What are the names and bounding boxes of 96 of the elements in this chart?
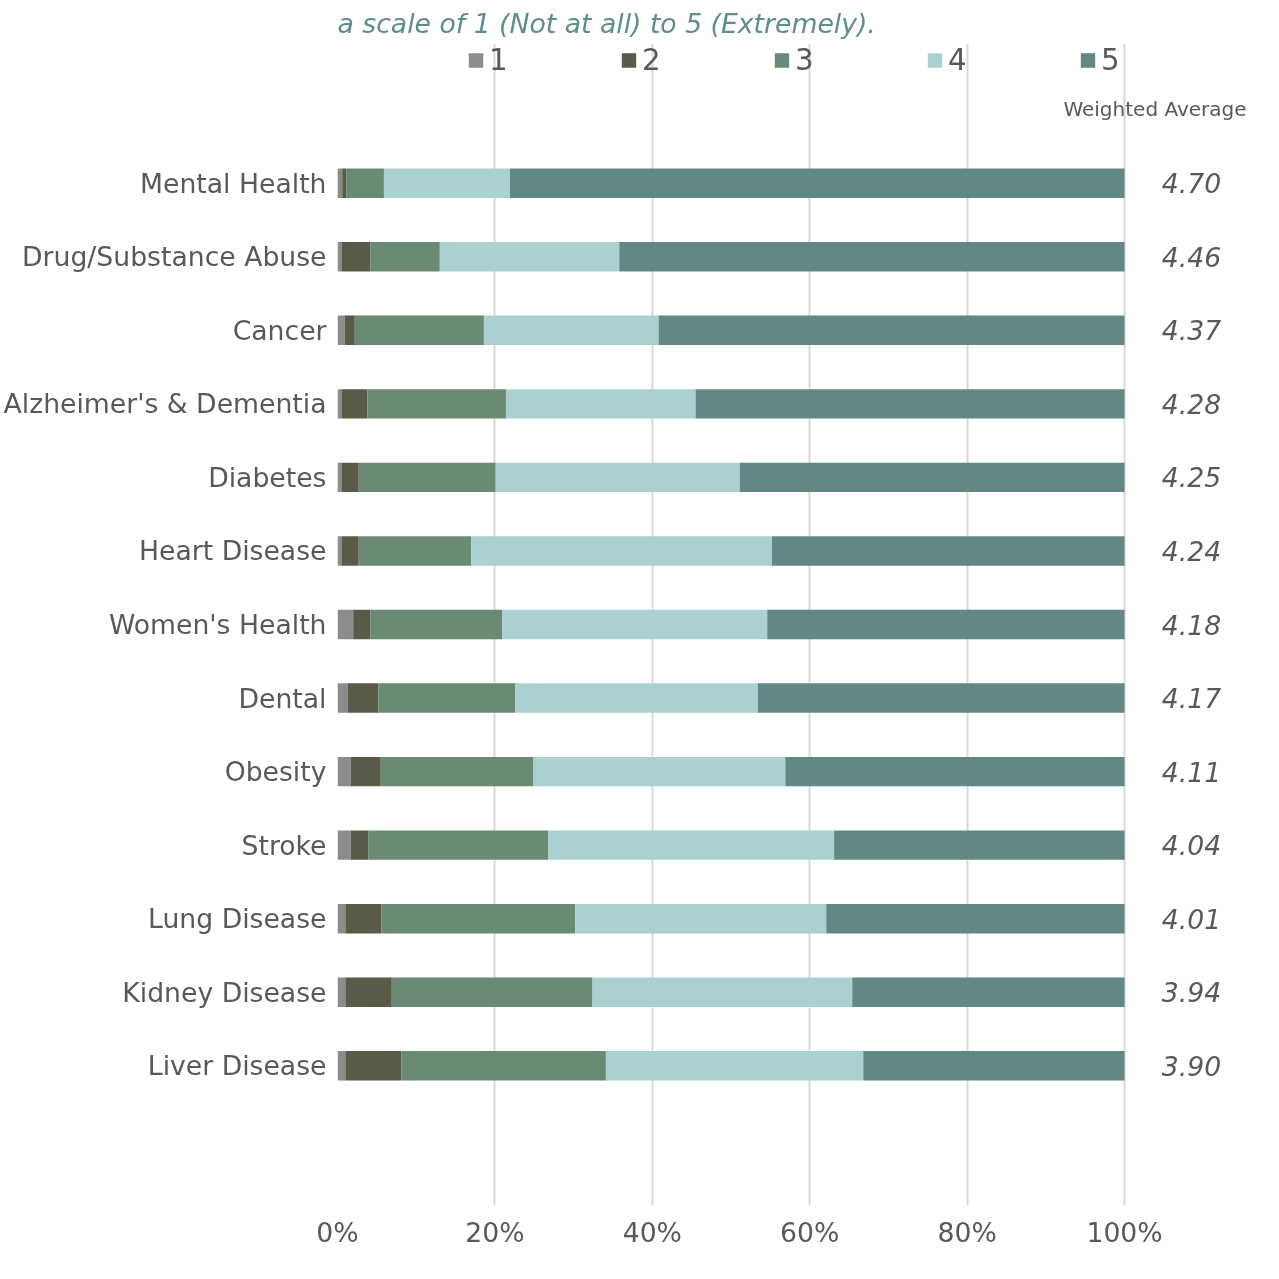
bar [383, 168, 510, 198]
bar [370, 242, 440, 272]
x-tick-label: 0% [316, 1216, 359, 1248]
text: 4.18 [1161, 609, 1222, 641]
bar [771, 536, 1125, 566]
legend-label: 1 [489, 43, 509, 77]
text: 4.37 [1161, 315, 1222, 347]
bar [592, 977, 853, 1007]
bar [483, 315, 659, 346]
bar [533, 756, 786, 787]
bar [350, 830, 369, 860]
bar [515, 683, 758, 713]
bar [368, 830, 549, 860]
bar [341, 462, 359, 493]
bar [826, 903, 1125, 934]
bar [347, 683, 379, 713]
bar [767, 609, 1125, 640]
bar [439, 242, 620, 272]
bar [834, 830, 1125, 860]
text: 4.24 [1161, 535, 1222, 567]
bar [509, 168, 1125, 198]
text: 4.17 [1161, 683, 1222, 715]
bar [695, 389, 1125, 419]
bar [337, 683, 348, 713]
bar [785, 756, 1125, 787]
y-tick-label: Stroke [241, 829, 327, 861]
bar [358, 536, 472, 566]
bar [378, 683, 516, 713]
legend-label: 4 [948, 43, 968, 77]
text: 4.01 [1161, 903, 1222, 935]
y-tick-label: Lung Disease [148, 903, 327, 935]
bar [495, 462, 740, 493]
bar [575, 903, 827, 934]
text: 4.04 [1161, 830, 1222, 862]
legend-label: 2 [642, 43, 662, 77]
x-tick-label: 20% [465, 1216, 525, 1248]
bar [367, 389, 506, 419]
text: 3.90 [1161, 1050, 1222, 1082]
y-tick-label: Mental Health [140, 167, 327, 199]
bar [502, 609, 768, 640]
bar [337, 830, 351, 860]
bar [353, 609, 371, 640]
bar [341, 242, 371, 272]
bar [391, 977, 593, 1007]
bar [341, 536, 359, 566]
bar [341, 389, 368, 419]
bar [370, 609, 502, 640]
bar [354, 315, 484, 346]
text: 4.11 [1161, 756, 1222, 788]
bar [401, 1051, 606, 1081]
bar [471, 536, 772, 566]
bar [381, 903, 576, 934]
y-tick-label: Liver Disease [147, 1050, 327, 1082]
bar [380, 756, 534, 787]
legend-label: 3 [795, 43, 815, 77]
text: 4.28 [1161, 388, 1222, 420]
text: 4.25 [1161, 462, 1222, 494]
text: 4.70 [1161, 168, 1222, 200]
bar [337, 756, 351, 787]
bar [658, 315, 1125, 346]
bar [757, 683, 1125, 713]
x-tick-label: 80% [937, 1216, 997, 1248]
legend-label: 5 [1101, 43, 1121, 77]
y-tick-label: Cancer [232, 314, 327, 346]
bar [345, 977, 392, 1007]
bar [739, 462, 1125, 493]
y-tick-label: Diabetes [208, 461, 327, 493]
text: 4.46 [1161, 241, 1222, 273]
bar [505, 389, 696, 419]
bar [605, 1051, 864, 1081]
bar [344, 315, 355, 346]
bar [350, 756, 381, 787]
bar [358, 462, 496, 493]
x-tick-label: 60% [780, 1216, 840, 1248]
y-tick-label: Kidney Disease [122, 976, 327, 1008]
bar [337, 315, 345, 346]
text: 3.94 [1161, 977, 1222, 1009]
bar [345, 903, 382, 934]
x-tick-label: 100% [1086, 1216, 1163, 1248]
y-tick-label: Drug/Substance Abuse [22, 241, 327, 273]
bar [342, 168, 347, 198]
y-tick-label: Women's Health [108, 609, 327, 640]
bar [346, 168, 384, 198]
y-tick-label: Alzheimer's & Dementia [3, 388, 327, 420]
bar [337, 609, 354, 640]
bar [548, 830, 835, 860]
bar [619, 242, 1125, 272]
text: Weighted Average [1063, 96, 1247, 121]
x-tick-label: 40% [622, 1216, 682, 1248]
y-tick-label: Dental [238, 682, 327, 714]
y-tick-label: Heart Disease [139, 535, 327, 567]
bar [345, 1051, 402, 1081]
bar [852, 977, 1125, 1007]
chart-subtitle: a scale of 1 (Not at all) to 5 (Extremely). [337, 7, 876, 39]
bar [863, 1051, 1125, 1081]
y-tick-label: Obesity [224, 756, 327, 788]
